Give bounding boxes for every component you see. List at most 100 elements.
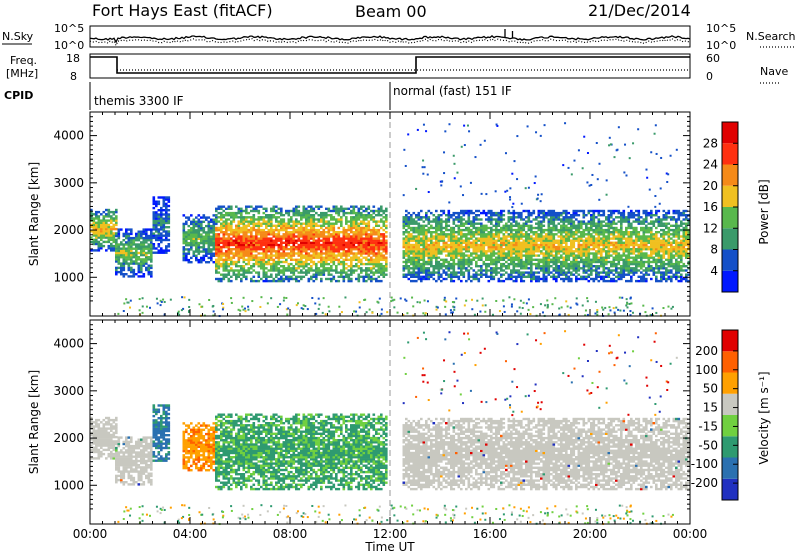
- power-cell: [422, 235, 426, 238]
- power-cell: [255, 245, 258, 249]
- power-cell: [350, 241, 353, 244]
- power-cell: [375, 279, 378, 283]
- power-cell: [430, 262, 433, 266]
- power-cell: [592, 252, 596, 255]
- power-cell: [540, 260, 543, 264]
- power-cell: [572, 258, 576, 261]
- power-cell: [527, 239, 531, 242]
- power-cell: [377, 233, 381, 236]
- power-cell: [417, 254, 421, 257]
- power-cell: [502, 262, 506, 266]
- power-cell: [92, 221, 96, 224]
- power-cell: [557, 231, 561, 234]
- power-cell: [625, 241, 628, 244]
- power-cell: [230, 205, 233, 208]
- power-cell: [370, 218, 373, 221]
- power-cell: [542, 220, 546, 223]
- power-cell: [247, 271, 251, 274]
- power-cell: [550, 239, 553, 242]
- power-cell: [417, 228, 421, 232]
- power-cell: [427, 271, 431, 274]
- power-cell: [417, 256, 421, 259]
- power-cell: [452, 265, 456, 268]
- power-cell: [555, 228, 558, 232]
- power-cell: [422, 224, 426, 227]
- power-cell: [250, 258, 253, 261]
- power-cell: [595, 241, 598, 244]
- power-cell: [585, 254, 588, 257]
- power-cell: [182, 258, 186, 262]
- power-cell: [507, 243, 511, 247]
- power-cell: [292, 235, 296, 238]
- power-cell: [435, 267, 438, 270]
- power-cell: [235, 277, 238, 281]
- power-cell: [472, 231, 476, 234]
- power-cell: [467, 256, 471, 259]
- power-cell: [282, 256, 286, 259]
- power-cell: [595, 265, 598, 268]
- power-cell: [477, 218, 481, 221]
- power-cell: [545, 256, 548, 259]
- power-cell: [297, 237, 301, 240]
- power-cell: [410, 271, 413, 274]
- power-cell: [547, 243, 551, 247]
- power-cell: [317, 243, 321, 247]
- power-cell: [352, 248, 356, 251]
- power-cell: [510, 241, 513, 244]
- power-cell: [382, 220, 386, 223]
- power-cell: [222, 265, 226, 268]
- power-cell: [452, 252, 456, 255]
- power-cell: [287, 222, 291, 225]
- power-cell: [512, 262, 516, 266]
- power-cell: [227, 205, 231, 208]
- power-cell: [527, 241, 531, 244]
- power-cell: [620, 277, 623, 281]
- power-cell: [97, 249, 101, 252]
- power-cell: [425, 252, 428, 255]
- power-cell: [222, 269, 226, 272]
- power-cell: [465, 248, 468, 251]
- power-cell: [290, 231, 293, 234]
- power-cell: [587, 279, 591, 283]
- power-cell: [595, 256, 598, 259]
- power-cell: [362, 214, 366, 217]
- power-cell: [485, 218, 488, 221]
- power-cell: [427, 254, 431, 257]
- power-cell: [265, 216, 268, 219]
- power-cell: [600, 260, 603, 264]
- power-cell: [347, 224, 351, 227]
- power-cell: [477, 214, 481, 217]
- power-cell: [497, 245, 501, 249]
- power-cell: [527, 243, 531, 247]
- power-cell: [287, 226, 291, 230]
- power-cell: [300, 241, 303, 244]
- power-cell: [160, 226, 163, 229]
- power-cell: [417, 235, 421, 238]
- power-cell: [522, 265, 526, 268]
- power-cell: [440, 222, 443, 225]
- power-cell: [300, 256, 303, 259]
- power-cell: [477, 273, 481, 276]
- power-cell: [427, 209, 431, 213]
- power-cell: [310, 218, 313, 221]
- power-cell: [565, 262, 568, 266]
- power-cell: [140, 264, 143, 267]
- power-cell: [110, 210, 113, 214]
- cpid-row: CPID themis 3300 IF normal (fast) 151 IF: [4, 82, 512, 110]
- power-cell: [360, 216, 363, 219]
- power-cell: [547, 222, 551, 225]
- power-cell: [145, 247, 148, 250]
- power-cell: [90, 236, 93, 239]
- power-cell: [260, 239, 263, 242]
- power-cell: [422, 275, 426, 278]
- power-cell: [277, 231, 281, 234]
- power-cell: [505, 260, 508, 264]
- power-cell: [192, 237, 196, 240]
- power-cell: [250, 226, 253, 230]
- power-cell: [92, 230, 96, 233]
- power-cell: [537, 271, 541, 274]
- power-cell: [105, 227, 108, 231]
- power-cell: [425, 216, 428, 219]
- power-cell: [160, 221, 163, 225]
